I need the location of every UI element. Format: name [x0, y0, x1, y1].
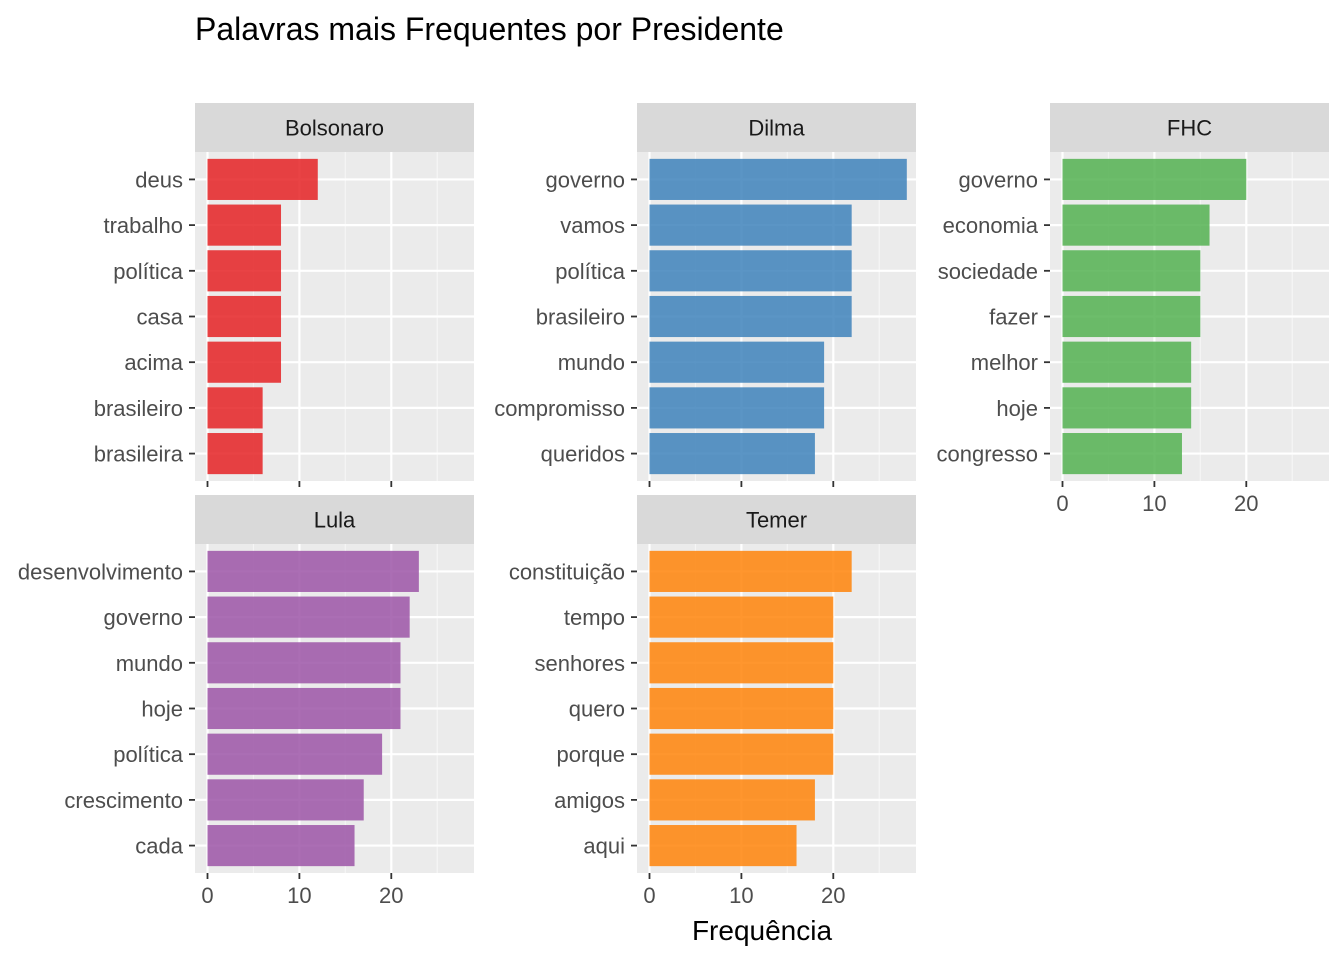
bar-temer-4: [649, 733, 834, 775]
y-tick-label: acima: [124, 350, 183, 375]
x-tick-label: 10: [729, 883, 753, 908]
chart-title: Palavras mais Frequentes por Presidente: [195, 11, 784, 47]
bar-temer-3: [649, 687, 834, 730]
y-tick-label: desenvolvimento: [18, 559, 183, 584]
y-tick-label: governo: [545, 167, 625, 192]
y-tick-label: senhores: [534, 651, 625, 676]
y-tick-label: governo: [103, 605, 183, 630]
bar-fhc-4: [1062, 341, 1192, 383]
y-tick-label: mundo: [558, 350, 625, 375]
y-tick-label: compromisso: [494, 396, 625, 421]
facet-strip: [637, 103, 916, 152]
bar-fhc-1: [1062, 204, 1210, 246]
bar-bolsonaro-2: [207, 250, 282, 292]
facet-fhc: FHC governo economia sociedade fazer melhor ho…: [936, 103, 1329, 516]
bar-temer-1: [649, 596, 834, 638]
bar-bolsonaro-1: [207, 204, 282, 246]
bar-lula-5: [207, 779, 364, 821]
y-tick-label: economia: [943, 213, 1039, 238]
bar-lula-3: [207, 687, 401, 730]
bar-temer-6: [649, 825, 797, 867]
bar-dilma-6: [649, 433, 815, 475]
x-tick-label: 0: [643, 883, 655, 908]
bar-bolsonaro-6: [207, 433, 263, 475]
bar-dilma-3: [649, 295, 852, 338]
facet-strip-label: FHC: [1167, 116, 1212, 141]
y-tick-label: hoje: [996, 396, 1038, 421]
bar-bolsonaro-5: [207, 387, 263, 429]
y-tick-label: sociedade: [938, 259, 1038, 284]
facet-strip: [637, 495, 916, 544]
y-tick-label: vamos: [560, 213, 625, 238]
bar-bolsonaro-4: [207, 341, 282, 383]
facet-strip-label: Lula: [314, 508, 356, 533]
y-tick-label: deus: [135, 167, 183, 192]
x-tick-label: 20: [821, 883, 845, 908]
bar-fhc-6: [1062, 433, 1182, 475]
bar-lula-4: [207, 733, 383, 775]
facet-strip-label: Bolsonaro: [285, 116, 384, 141]
facet-dilma: Dilma governo vamos política brasileiro mundo…: [494, 103, 916, 487]
x-tick-label: 0: [1056, 491, 1068, 516]
y-tick-label: política: [555, 259, 625, 284]
y-tick-label: hoje: [141, 697, 183, 722]
facet-strip: [195, 495, 474, 544]
x-tick-label: 10: [287, 883, 311, 908]
bar-bolsonaro-0: [207, 158, 318, 200]
y-tick-label: brasileiro: [94, 396, 183, 421]
bar-dilma-0: [649, 158, 907, 200]
x-axis-label: Frequência: [692, 915, 833, 946]
y-tick-label: congresso: [936, 442, 1038, 467]
y-tick-label: amigos: [554, 788, 625, 813]
facet-bolsonaro: Bolsonaro deus trabalho política casa acima br…: [94, 103, 474, 487]
facet-temer: Temer constituição tempo senhores quero porqu…: [509, 495, 916, 908]
y-tick-label: fazer: [989, 305, 1038, 330]
y-tick-label: casa: [137, 305, 184, 330]
bar-lula-6: [207, 825, 355, 867]
bar-fhc-5: [1062, 387, 1192, 429]
facet-strip: [195, 103, 474, 152]
facet-strip: [1050, 103, 1329, 152]
bar-lula-1: [207, 596, 410, 638]
x-tick-label: 20: [379, 883, 403, 908]
y-tick-label: política: [113, 742, 183, 767]
y-tick-label: constituição: [509, 559, 625, 584]
y-tick-label: melhor: [971, 350, 1038, 375]
x-tick-label: 0: [201, 883, 213, 908]
bar-temer-0: [649, 550, 852, 592]
bar-bolsonaro-3: [207, 295, 282, 338]
bar-temer-5: [649, 779, 815, 821]
y-tick-label: governo: [958, 167, 1038, 192]
y-tick-label: quero: [569, 697, 625, 722]
facet-strip-label: Temer: [746, 508, 807, 533]
bar-lula-0: [207, 550, 419, 592]
y-tick-label: crescimento: [64, 788, 183, 813]
y-tick-label: porque: [556, 742, 625, 767]
y-tick-label: queridos: [541, 442, 625, 467]
y-tick-label: mundo: [116, 651, 183, 676]
bar-dilma-1: [649, 204, 852, 246]
y-tick-label: brasileiro: [536, 305, 625, 330]
y-tick-label: brasileira: [94, 442, 184, 467]
bar-fhc-2: [1062, 250, 1201, 292]
bar-dilma-4: [649, 341, 825, 383]
bar-dilma-5: [649, 387, 825, 429]
facets-layer: Bolsonaro deus trabalho política casa acima br…: [18, 103, 1329, 908]
y-tick-label: trabalho: [103, 213, 183, 238]
bar-fhc-0: [1062, 158, 1247, 200]
facet-strip-label: Dilma: [748, 116, 805, 141]
x-tick-label: 20: [1234, 491, 1258, 516]
y-tick-label: aqui: [583, 834, 625, 859]
bar-lula-2: [207, 642, 401, 684]
bar-temer-2: [649, 642, 834, 684]
bar-fhc-3: [1062, 295, 1201, 338]
y-tick-label: cada: [135, 834, 183, 859]
y-tick-label: tempo: [564, 605, 625, 630]
x-tick-label: 10: [1142, 491, 1166, 516]
y-tick-label: política: [113, 259, 183, 284]
bar-dilma-2: [649, 250, 852, 292]
facet-lula: Lula desenvolvimento governo mundo hoje polít…: [18, 495, 474, 908]
